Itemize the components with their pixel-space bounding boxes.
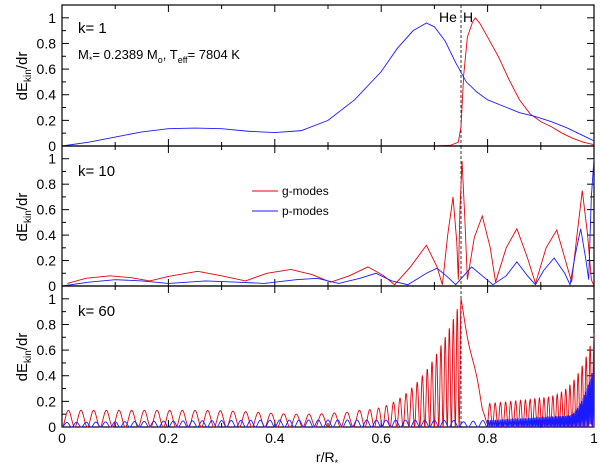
series-p-modes: [61, 366, 595, 429]
y-tick-label: 0.8: [37, 316, 57, 332]
y-tick-label: 1: [48, 151, 56, 167]
y-axis-label-panel-3: dEkin/dr: [14, 333, 34, 382]
y-tick-label: 1: [48, 291, 56, 307]
x-tick-label: 0: [58, 430, 66, 446]
x-tick-label: 0.2: [159, 430, 179, 446]
legend-label-g: g-modes: [282, 184, 329, 198]
k-label-panel-2: k= 10: [78, 163, 115, 180]
svg-text:dEkin/dr: dEkin/dr: [14, 193, 34, 242]
y-tick-label: 0: [48, 138, 56, 154]
star-parameters: M*= 0.2389 Mo, Teff= 7804 K: [78, 47, 240, 65]
series-g-modes: [62, 17, 595, 147]
y-tick-label: 0: [48, 419, 56, 435]
y-tick-label: 0.4: [37, 368, 57, 384]
y-tick-label: 0.6: [37, 202, 57, 218]
series-p-modes: [61, 22, 595, 147]
transition-label-h: H: [463, 9, 473, 25]
x-tick-label: 0.4: [265, 430, 285, 446]
series-p-modes: [61, 158, 595, 287]
legend-label-p: p-modes: [282, 204, 329, 218]
panel-k60: 0 0.2 0.4 0.6 0.8 1 0 0.2 0.4 0.6 0.8 1: [37, 285, 598, 446]
y-tick-label: 1: [48, 10, 56, 26]
y-tick-label: 0.6: [37, 342, 57, 358]
x-axis-label: r/R*: [316, 449, 339, 465]
series-g-modes: [61, 298, 595, 429]
x-tick-label: 1: [590, 430, 598, 446]
panel-frame: [61, 285, 595, 428]
y-tick-label: 0.2: [37, 112, 57, 128]
svg-text:dEkin/dr: dEkin/dr: [14, 333, 34, 382]
y-tick-label: 0.8: [37, 35, 57, 51]
y-tick-label: 0.6: [37, 61, 57, 77]
x-tick-label: 0.8: [478, 430, 498, 446]
y-tick-label: 0.2: [37, 393, 57, 409]
k-label-panel-3: k= 60: [78, 303, 115, 320]
y-axis-label-panel-2: dEkin/dr: [14, 193, 34, 242]
y-tick-label: 0.2: [37, 253, 57, 269]
y-tick-label: 0: [48, 278, 56, 294]
svg-text:dEkin/dr: dEkin/dr: [14, 52, 34, 101]
y-tick-label: 0.4: [37, 227, 57, 243]
panel-frame: [61, 4, 595, 147]
panel-k1: 0 0.2 0.4 0.6 0.8 1: [37, 4, 595, 154]
y-tick-label: 0.4: [37, 87, 57, 103]
k-label-panel-1: k= 1: [78, 20, 107, 37]
transition-label-he: He: [439, 9, 457, 25]
panel-k10: 0 0.2 0.4 0.6 0.8 1: [37, 145, 595, 294]
x-tick-label: 0.6: [371, 430, 391, 446]
y-axis-label-panel-1: dEkin/dr: [14, 52, 34, 101]
series-g-modes: [67, 161, 595, 287]
y-tick-label: 0.8: [37, 176, 57, 192]
